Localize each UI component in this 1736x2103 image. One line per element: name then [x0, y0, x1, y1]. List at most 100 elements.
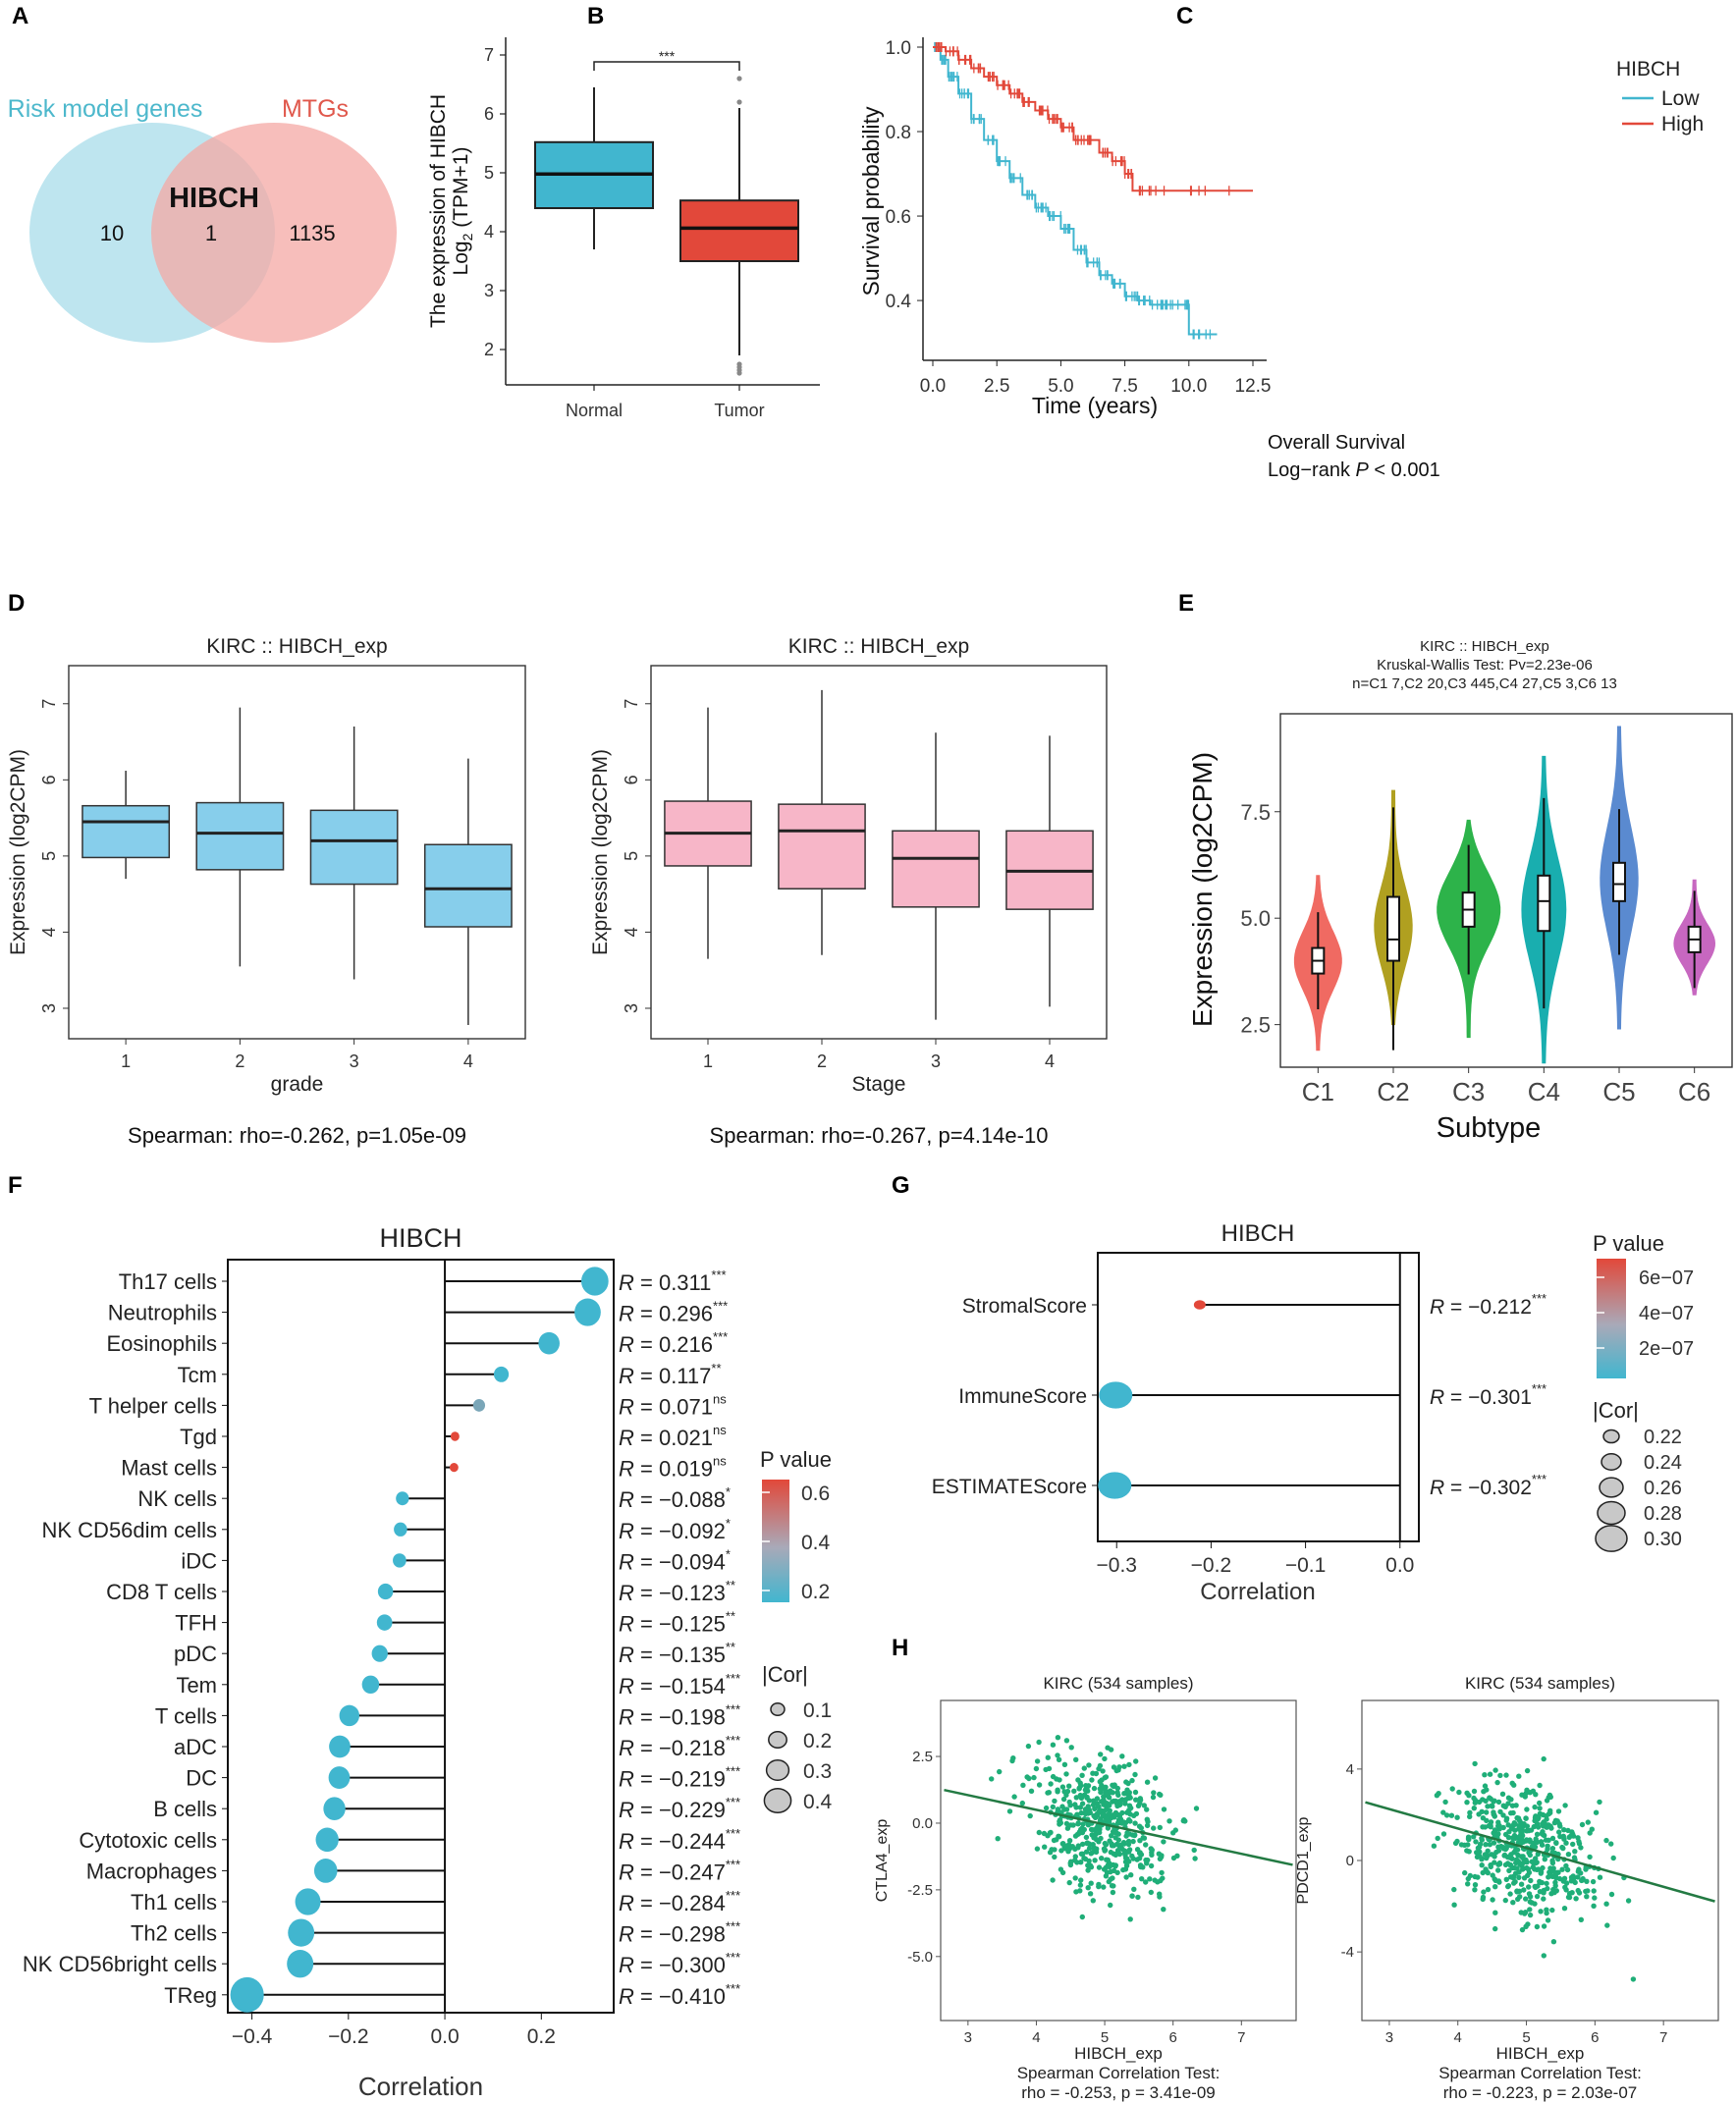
scatter-point	[1518, 1835, 1524, 1841]
legend-label: High	[1661, 113, 1704, 135]
lollipop-dot	[288, 1918, 315, 1947]
scatter-point	[1027, 1812, 1033, 1819]
x-tick-label: 3	[931, 1052, 941, 1071]
row-label: Tcm	[178, 1363, 217, 1387]
scatter-point	[1122, 1801, 1128, 1806]
scatter-point	[1573, 1896, 1579, 1902]
scatter-point	[1129, 1893, 1135, 1899]
venn-overlap-label: HIBCH	[169, 183, 259, 214]
plot-frame	[68, 665, 526, 1040]
scatter-point	[1041, 1830, 1048, 1837]
x-tick-label: C3	[1452, 1077, 1485, 1106]
scatter-point	[1533, 1856, 1539, 1861]
scatter-point	[1561, 1906, 1568, 1912]
y-tick-label: 5	[484, 163, 494, 183]
scatter-point	[1550, 1939, 1557, 1945]
scatter-point	[1584, 1878, 1590, 1885]
scatter-point	[1547, 1865, 1553, 1871]
scatter-point	[1066, 1783, 1072, 1789]
scatter-point	[1518, 1910, 1524, 1915]
annotation-line1: Overall Survival	[1268, 432, 1405, 454]
scatter-point	[1522, 1858, 1529, 1864]
y-tick-label: 7	[39, 699, 59, 709]
venn-right-circle	[151, 123, 397, 343]
scatter-point	[1519, 1926, 1526, 1933]
y-axis-label-line1: The expression of HIBCH	[427, 94, 450, 328]
scatter-point	[1537, 1782, 1543, 1789]
scatter-point	[1085, 1804, 1092, 1809]
scatter-point	[1028, 1788, 1035, 1795]
scatter-point	[1144, 1806, 1150, 1812]
scatter-point	[1515, 1859, 1522, 1864]
scatter-point	[1510, 1900, 1516, 1906]
x-tick-label: −0.1	[1285, 1554, 1326, 1577]
scatter-point	[1093, 1770, 1100, 1777]
box-tumor	[679, 199, 799, 262]
x-tick-label: Tumor	[714, 401, 764, 420]
panel-label-f: F	[8, 1172, 23, 1199]
scatter-point	[1467, 1809, 1473, 1816]
venn-left-count: 10	[100, 221, 124, 245]
scatter-point	[1125, 1841, 1132, 1848]
scatter-point	[1112, 1812, 1118, 1818]
scatter-point	[1526, 1884, 1532, 1890]
scatter-point	[1471, 1795, 1477, 1802]
scatter-point	[1101, 1884, 1107, 1890]
scatter-point	[1141, 1803, 1148, 1808]
scatter-point	[1488, 1863, 1494, 1870]
r-value-label: R = −0.284***	[619, 1888, 740, 1915]
scatter-point	[1608, 1891, 1615, 1898]
scatter-point	[1487, 1771, 1493, 1777]
scatter-point	[1140, 1864, 1146, 1870]
scatter-point	[1603, 1837, 1609, 1844]
scatter-point	[1086, 1762, 1092, 1768]
stat-line1: Spearman Correlation Test:	[1438, 2064, 1642, 2082]
x-tick-label: 5	[1522, 2029, 1530, 2046]
panel-h-pdcd1-scatter: KIRC (534 samples) 3 4 5 6 7 4 0 -4 PDCD1_exp HIBC…	[1295, 1674, 1719, 2102]
scatter-point	[1497, 1808, 1503, 1815]
scatter-point	[1565, 1852, 1572, 1858]
scatter-point	[1549, 1846, 1556, 1852]
r-value-label: R = −0.123**	[619, 1578, 735, 1605]
scatter-point	[1110, 1799, 1115, 1805]
scatter-point	[1055, 1789, 1060, 1795]
scatter-point	[1073, 1756, 1079, 1763]
row-label: B cells	[153, 1797, 217, 1821]
box-4	[423, 843, 513, 928]
scatter-point	[1058, 1848, 1064, 1854]
venn-left-label: Risk model genes	[8, 95, 203, 123]
scatter-point	[1492, 1884, 1498, 1890]
scatter-point	[1132, 1771, 1138, 1778]
scatter-point	[1077, 1805, 1084, 1810]
significance-stars: ***	[659, 48, 676, 64]
row-label: ESTIMATEScore	[932, 1476, 1087, 1498]
scatter-point	[1068, 1745, 1074, 1751]
y-tick-label: 5	[39, 851, 59, 861]
scatter-point	[1060, 1796, 1067, 1803]
scatter-point	[1495, 1867, 1501, 1873]
scatter-point	[1112, 1829, 1118, 1836]
scatter-point	[1483, 1842, 1489, 1848]
scatter-point	[1552, 1883, 1558, 1889]
r-value-label: R = −0.298***	[619, 1919, 740, 1947]
r-value-label: R = 0.296***	[619, 1299, 728, 1326]
row-label: Cytotoxic cells	[79, 1828, 217, 1853]
scatter-point	[1508, 1797, 1514, 1803]
scatter-point	[1172, 1827, 1179, 1833]
scatter-point	[1119, 1846, 1125, 1853]
scatter-point	[1086, 1858, 1092, 1864]
lollipop-dot	[323, 1797, 346, 1820]
y-axis-label: Expression (log2CPM)	[7, 749, 29, 955]
scatter-point	[1563, 1840, 1569, 1846]
scatter-point	[1442, 1799, 1448, 1806]
scatter-point	[1523, 1896, 1529, 1902]
row-label: StromalScore	[962, 1295, 1087, 1318]
scatter-point	[1088, 1880, 1094, 1886]
scatter-point	[1115, 1792, 1121, 1799]
scatter-point	[1057, 1818, 1062, 1824]
legend-cor-tick-label: 0.1	[803, 1699, 832, 1722]
scatter-point	[1526, 1850, 1532, 1856]
scatter-point	[1529, 1900, 1535, 1906]
scatter-point	[1126, 1761, 1132, 1768]
y-tick-label: 6	[484, 104, 494, 124]
